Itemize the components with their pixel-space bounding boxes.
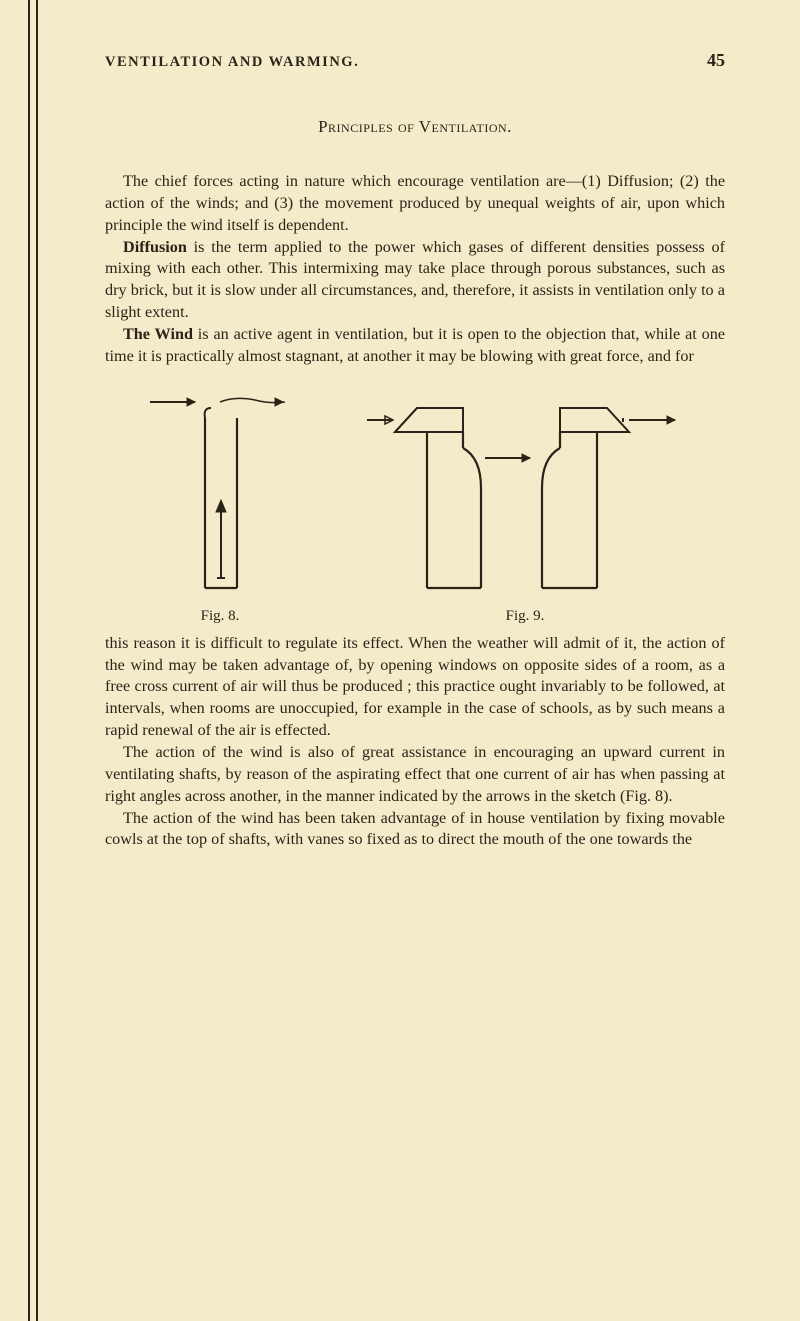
paragraph-1: The chief forces acting in nature which … [105,171,725,237]
para2-text: is the term applied to the power which g… [105,238,725,322]
page-number: 45 [707,50,725,71]
left-margin-rules [28,0,50,1321]
paragraph-6: The action of the wind has been taken ad… [105,808,725,852]
fig9-svg [365,388,685,598]
fig8-caption: Fig. 8. [201,608,240,625]
header: VENTILATION AND WARMING. 45 [105,50,725,71]
para3-text: is an active agent in ventilation, but i… [105,325,725,365]
para3-lead: The Wind [123,325,193,343]
fig8-svg [145,388,295,598]
running-head: VENTILATION AND WARMING. [105,54,359,71]
paragraph-4: this reason it is difficult to regulate … [105,633,725,742]
figure-9: Fig. 9. [365,388,685,625]
para6-text: The action of the wind has been taken ad… [105,809,725,849]
section-title: Principles of Ventilation. [105,117,725,137]
page-content: VENTILATION AND WARMING. 45 Principles o… [0,0,800,891]
paragraph-5: The action of the wind is also of great … [105,742,725,808]
para5-text: The action of the wind is also of great … [105,743,725,805]
fig9-caption: Fig. 9. [506,608,545,625]
figure-8: Fig. 8. [145,388,295,625]
para1-text: The chief forces acting in nature which … [105,172,725,234]
para2-lead: Diffusion [123,238,187,256]
paragraph-3: The Wind is an active agent in ventilati… [105,324,725,368]
paragraph-2: Diffusion is the term applied to the pow… [105,237,725,324]
para4-text: this reason it is difficult to regulate … [105,634,725,739]
figures-row: Fig. 8. [105,388,725,625]
